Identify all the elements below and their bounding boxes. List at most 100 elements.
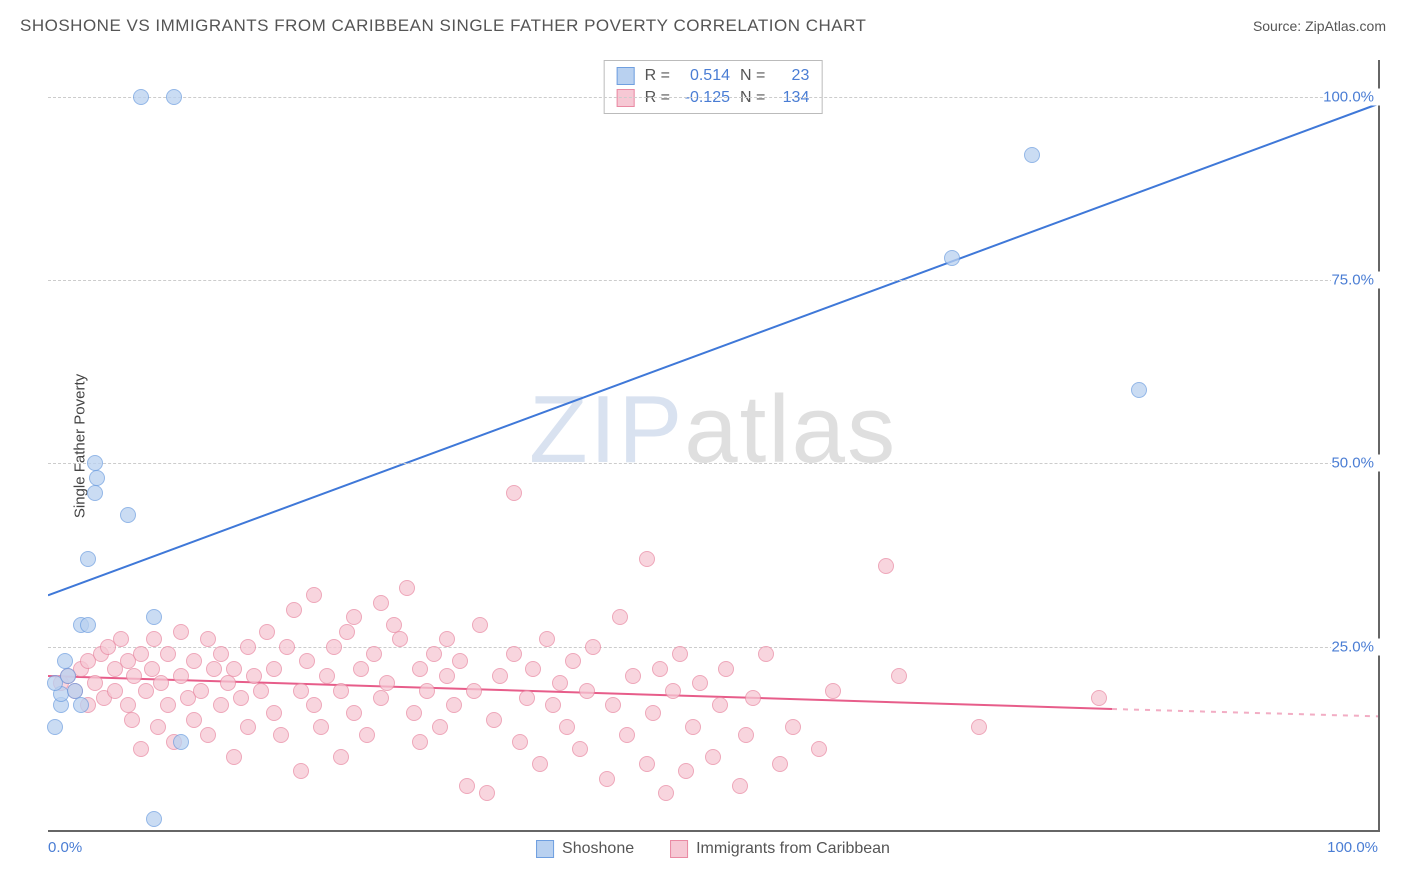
series-swatch bbox=[617, 89, 635, 107]
scatter-point bbox=[639, 756, 655, 772]
scatter-point bbox=[506, 485, 522, 501]
n-label: N = bbox=[740, 87, 765, 109]
source-value: ZipAtlas.com bbox=[1305, 18, 1386, 34]
scatter-point bbox=[373, 595, 389, 611]
scatter-point bbox=[153, 675, 169, 691]
scatter-point bbox=[226, 749, 242, 765]
scatter-point bbox=[612, 609, 628, 625]
scatter-point bbox=[346, 609, 362, 625]
scatter-point bbox=[120, 507, 136, 523]
scatter-point bbox=[446, 697, 462, 713]
scatter-point bbox=[47, 719, 63, 735]
scatter-point bbox=[87, 455, 103, 471]
scatter-point bbox=[333, 749, 349, 765]
scatter-point bbox=[891, 668, 907, 684]
scatter-point bbox=[146, 609, 162, 625]
scatter-point bbox=[665, 683, 681, 699]
scatter-point bbox=[552, 675, 568, 691]
scatter-point bbox=[745, 690, 761, 706]
scatter-point bbox=[299, 653, 315, 669]
r-value: 0.514 bbox=[680, 65, 730, 87]
scatter-point bbox=[785, 719, 801, 735]
scatter-point bbox=[60, 668, 76, 684]
scatter-point bbox=[220, 675, 236, 691]
gridline bbox=[48, 463, 1378, 464]
legend-item: Immigrants from Caribbean bbox=[670, 840, 890, 858]
scatter-point bbox=[486, 712, 502, 728]
scatter-point bbox=[971, 719, 987, 735]
scatter-point bbox=[150, 719, 166, 735]
scatter-point bbox=[625, 668, 641, 684]
scatter-point bbox=[107, 683, 123, 699]
scatter-point bbox=[811, 741, 827, 757]
scatter-point bbox=[273, 727, 289, 743]
scatter-point bbox=[519, 690, 535, 706]
scatter-point bbox=[306, 697, 322, 713]
scatter-point bbox=[492, 668, 508, 684]
scatter-point bbox=[532, 756, 548, 772]
scatter-point bbox=[559, 719, 575, 735]
gridline bbox=[48, 97, 1378, 98]
series-swatch bbox=[617, 67, 635, 85]
scatter-point bbox=[1024, 147, 1040, 163]
scatter-point bbox=[672, 646, 688, 662]
source-label: Source: bbox=[1253, 18, 1305, 34]
trend-line-extrapolated bbox=[1112, 709, 1378, 716]
watermark-atlas: atlas bbox=[684, 376, 897, 483]
scatter-point bbox=[406, 705, 422, 721]
r-label: R = bbox=[645, 65, 670, 87]
scatter-plot-area: ZIPatlas R =0.514N =23R =-0.125N =134 0.… bbox=[48, 60, 1380, 832]
scatter-point bbox=[605, 697, 621, 713]
scatter-point bbox=[1131, 382, 1147, 398]
y-tick-label: 25.0% bbox=[1331, 638, 1380, 655]
trend-line bbox=[48, 104, 1378, 595]
scatter-point bbox=[373, 690, 389, 706]
scatter-point bbox=[133, 741, 149, 757]
scatter-point bbox=[113, 631, 129, 647]
scatter-point bbox=[138, 683, 154, 699]
x-tick-left: 0.0% bbox=[48, 839, 82, 856]
scatter-point bbox=[426, 646, 442, 662]
correlation-stats-box: R =0.514N =23R =-0.125N =134 bbox=[604, 60, 823, 114]
scatter-point bbox=[379, 675, 395, 691]
scatter-point bbox=[1091, 690, 1107, 706]
scatter-point bbox=[599, 771, 615, 787]
scatter-point bbox=[579, 683, 595, 699]
n-value: 134 bbox=[775, 87, 809, 109]
y-tick-label: 100.0% bbox=[1323, 88, 1380, 105]
scatter-point bbox=[286, 602, 302, 618]
scatter-point bbox=[240, 639, 256, 655]
scatter-point bbox=[525, 661, 541, 677]
scatter-point bbox=[439, 631, 455, 647]
n-label: N = bbox=[740, 65, 765, 87]
trend-lines bbox=[48, 60, 1378, 830]
scatter-point bbox=[339, 624, 355, 640]
scatter-point bbox=[539, 631, 555, 647]
n-value: 23 bbox=[775, 65, 809, 87]
scatter-point bbox=[186, 712, 202, 728]
scatter-point bbox=[293, 763, 309, 779]
scatter-point bbox=[432, 719, 448, 735]
scatter-point bbox=[193, 683, 209, 699]
scatter-point bbox=[146, 631, 162, 647]
scatter-point bbox=[825, 683, 841, 699]
scatter-point bbox=[200, 631, 216, 647]
scatter-point bbox=[166, 89, 182, 105]
scatter-point bbox=[67, 683, 83, 699]
scatter-point bbox=[226, 661, 242, 677]
scatter-point bbox=[392, 631, 408, 647]
chart-header: SHOSHONE VS IMMIGRANTS FROM CARIBBEAN SI… bbox=[0, 0, 1406, 52]
scatter-point bbox=[126, 668, 142, 684]
gridline bbox=[48, 280, 1378, 281]
scatter-point bbox=[645, 705, 661, 721]
scatter-point bbox=[353, 661, 369, 677]
scatter-point bbox=[472, 617, 488, 633]
stats-row: R =-0.125N =134 bbox=[617, 87, 810, 109]
scatter-point bbox=[878, 558, 894, 574]
scatter-point bbox=[652, 661, 668, 677]
scatter-point bbox=[173, 734, 189, 750]
scatter-point bbox=[412, 661, 428, 677]
scatter-point bbox=[639, 551, 655, 567]
scatter-point bbox=[692, 675, 708, 691]
scatter-point bbox=[133, 89, 149, 105]
